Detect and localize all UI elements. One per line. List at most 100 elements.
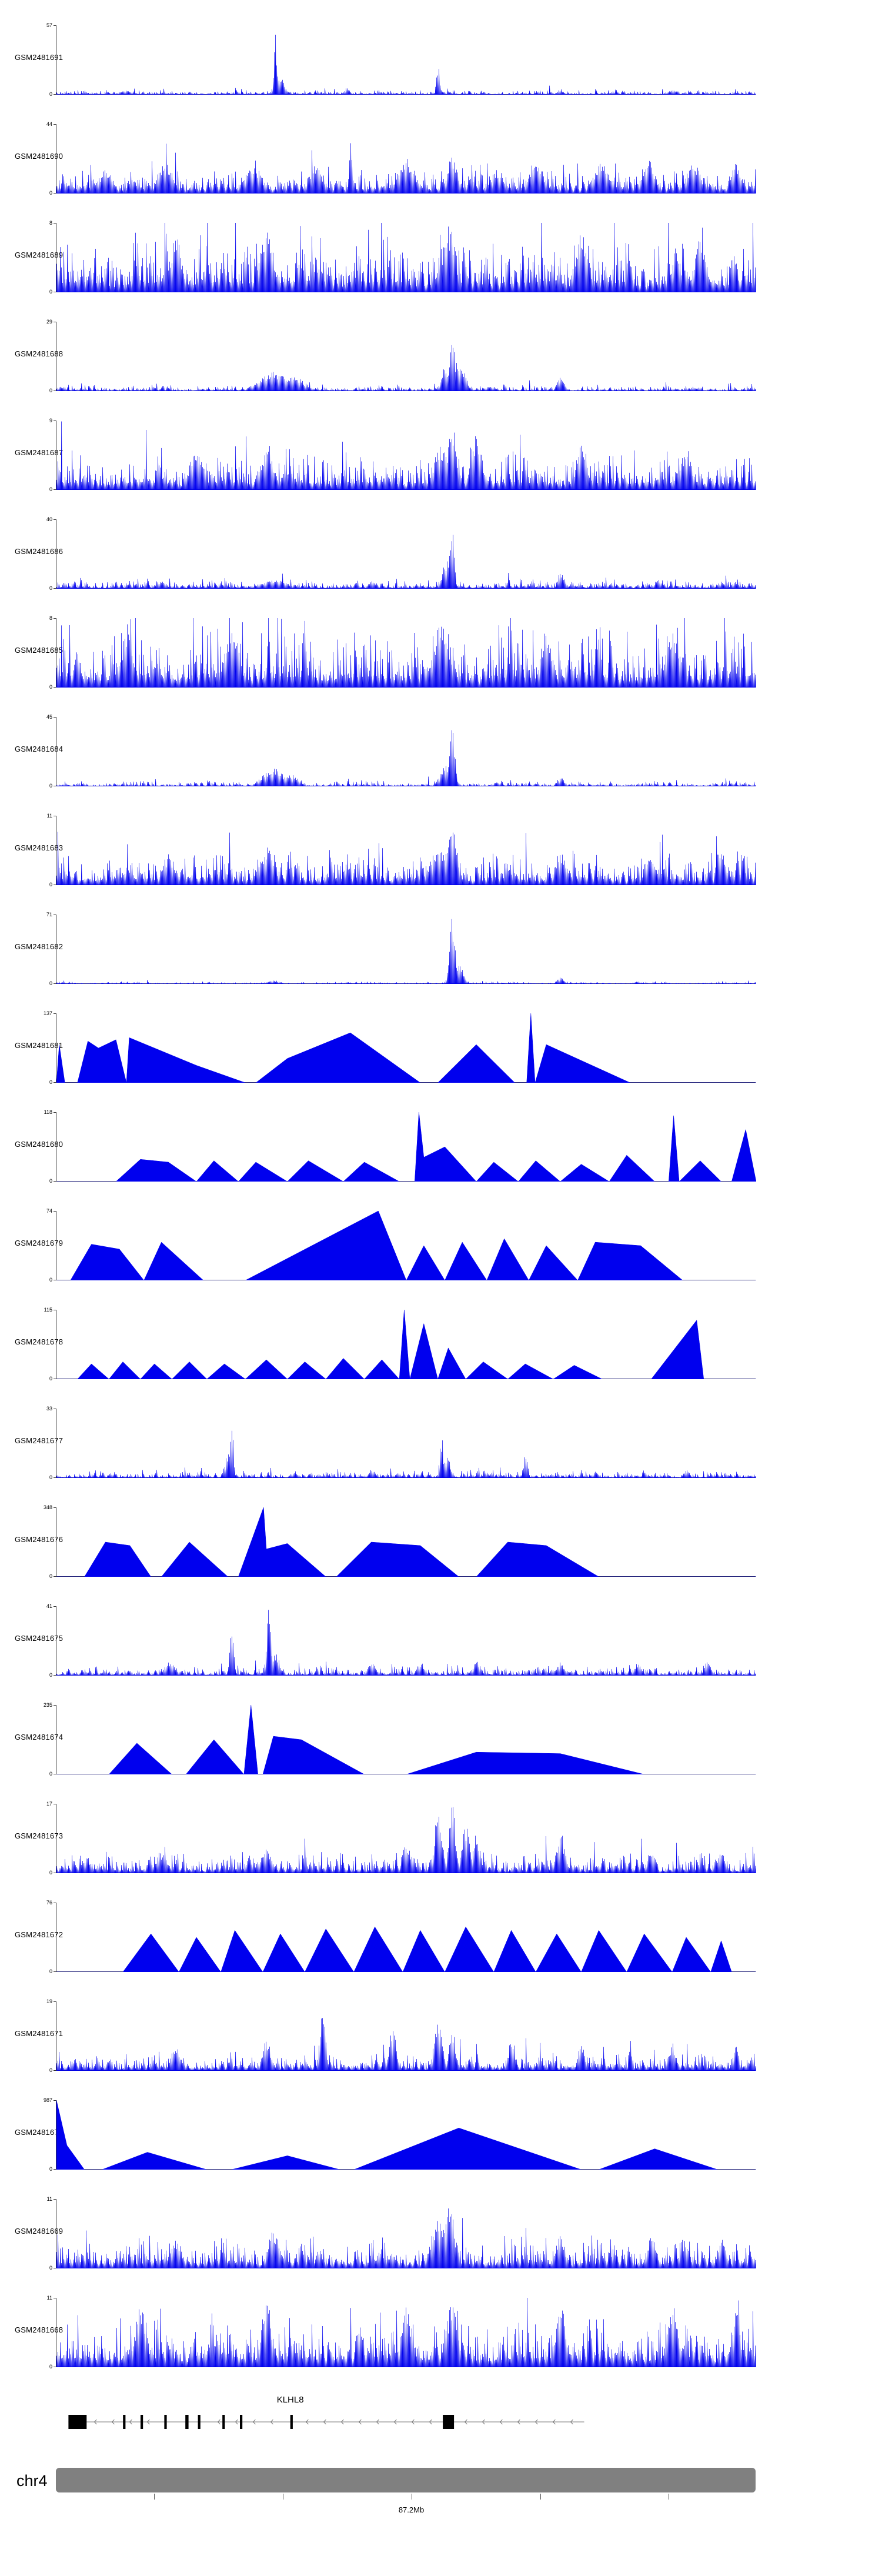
track-ymin-label: 0	[49, 882, 52, 887]
exon-rect	[68, 2415, 87, 2429]
signal-track: GSM2481673 17 0	[0, 1789, 882, 1888]
signal-path	[56, 1430, 756, 1478]
strand-arrow-icon	[252, 2419, 256, 2425]
signal-area	[56, 1310, 756, 1379]
track-plot: 29 0	[46, 319, 756, 393]
strand-arrow-icon	[305, 2419, 309, 2425]
y-axis-bottom-tick	[54, 588, 56, 589]
strand-arrow-icon	[411, 2419, 415, 2425]
genome-axis: 87.2Mb	[56, 2494, 756, 2521]
exon-rect	[240, 2415, 243, 2429]
track-ymin-label: 0	[49, 91, 52, 97]
track-ymax-label: 118	[44, 1109, 52, 1115]
track-ymax-label: 17	[46, 1801, 52, 1807]
track-label: GSM2481691	[15, 53, 64, 62]
signal-track: GSM2481683 11 0	[0, 801, 882, 900]
y-axis-bottom-tick	[54, 983, 56, 984]
signal-track: GSM2481680 118 0	[0, 1097, 882, 1196]
track-label: GSM2481672	[15, 1930, 64, 1939]
strand-arrow-icon	[517, 2419, 520, 2425]
signal-track: GSM2481678 115 0	[0, 1295, 882, 1394]
signal-track: GSM2481681 137 0	[0, 999, 882, 1097]
signal-area	[56, 1705, 756, 1774]
signal-area	[56, 2298, 756, 2367]
signal-track: GSM2481670 987 0	[0, 2086, 882, 2184]
signal-track: GSM2481690 44 0	[0, 109, 882, 208]
strand-arrow-icon	[217, 2419, 220, 2425]
exon-rect	[443, 2415, 455, 2429]
y-axis-top-tick	[54, 1112, 56, 1113]
track-ymax-label: 57	[46, 22, 52, 28]
signal-track: GSM2481691 57 0	[0, 11, 882, 109]
track-ymax-label: 41	[46, 1603, 52, 1609]
signal-path	[56, 1112, 756, 1182]
y-axis-top-tick	[54, 1606, 56, 1607]
signal-area	[56, 2018, 756, 2071]
track-ymin-label: 0	[49, 684, 52, 690]
track-plot: 76 0	[46, 1900, 756, 1974]
signal-area	[56, 223, 756, 292]
track-plot: 19 0	[46, 1998, 756, 2073]
signal-track: GSM2481671 19 0	[0, 1987, 882, 2086]
track-ymin-label: 0	[49, 1277, 52, 1283]
y-axis-top-tick	[54, 25, 56, 26]
strand-arrow-icon	[358, 2419, 362, 2425]
track-label: GSM2481686	[15, 547, 64, 556]
track-label: GSM2481676	[15, 1535, 64, 1544]
track-ymax-label: 348	[43, 1504, 52, 1510]
exon-rect	[164, 2415, 167, 2429]
signal-area	[56, 1112, 756, 1182]
y-axis-top-tick	[54, 519, 56, 520]
strand-arrow-icon	[270, 2419, 273, 2425]
signal-path	[56, 1507, 756, 1577]
signal-path	[56, 2208, 756, 2268]
y-axis-top-tick	[54, 1211, 56, 1212]
signal-track: GSM2481679 74 0	[0, 1196, 882, 1295]
y-axis-top-tick	[54, 1507, 56, 1508]
signal-path	[56, 535, 756, 589]
y-axis-bottom-tick	[54, 1477, 56, 1478]
track-plot: 40 0	[46, 516, 756, 591]
signal-path	[56, 143, 756, 193]
strand-arrow-icon	[429, 2419, 432, 2425]
signal-path	[56, 2298, 756, 2367]
track-ymax-label: 137	[43, 1010, 52, 1016]
track-plot: 41 0	[46, 1603, 756, 1678]
y-axis-bottom-tick	[54, 687, 56, 688]
signal-track: GSM2481685 8 0	[0, 603, 882, 702]
track-ymax-label: 33	[46, 1406, 52, 1412]
track-ymax-label: 19	[46, 1998, 52, 2004]
track-plot: 118 0	[44, 1109, 756, 1184]
track-ymin-label: 0	[49, 1672, 52, 1678]
signal-track: GSM2481682 71 0	[0, 900, 882, 999]
track-ymin-label: 0	[49, 1178, 52, 1184]
track-ymin-label: 0	[49, 2364, 52, 2370]
signal-track: GSM2481677 33 0	[0, 1394, 882, 1493]
track-label: GSM2481684	[15, 745, 64, 753]
signal-path	[56, 618, 756, 688]
track-plot: 33 0	[46, 1406, 756, 1480]
track-ymax-label: 45	[46, 714, 52, 720]
strand-arrow-icon	[129, 2419, 132, 2425]
signal-path	[56, 832, 756, 885]
signal-area	[56, 618, 756, 688]
signal-area	[56, 345, 756, 391]
y-axis-bottom-tick	[54, 94, 56, 95]
signal-path	[56, 730, 756, 786]
exon-rect	[290, 2415, 293, 2429]
signal-path	[56, 1013, 756, 1083]
signal-track: GSM2481676 348 0	[0, 1493, 882, 1591]
track-ymax-label: 987	[43, 2097, 52, 2103]
y-axis-top-tick	[54, 2001, 56, 2002]
track-ymax-label: 76	[46, 1900, 52, 1906]
track-label: GSM2481689	[15, 251, 64, 259]
signal-area	[56, 730, 756, 786]
signal-track: GSM2481689 8 0	[0, 208, 882, 307]
track-plot: 115 0	[44, 1307, 756, 1382]
signal-area	[56, 1507, 756, 1577]
track-label: GSM2481674	[15, 1733, 64, 1741]
signal-path	[56, 1211, 756, 1280]
exon-rect	[185, 2415, 189, 2429]
y-axis-bottom-tick	[54, 1971, 56, 1972]
